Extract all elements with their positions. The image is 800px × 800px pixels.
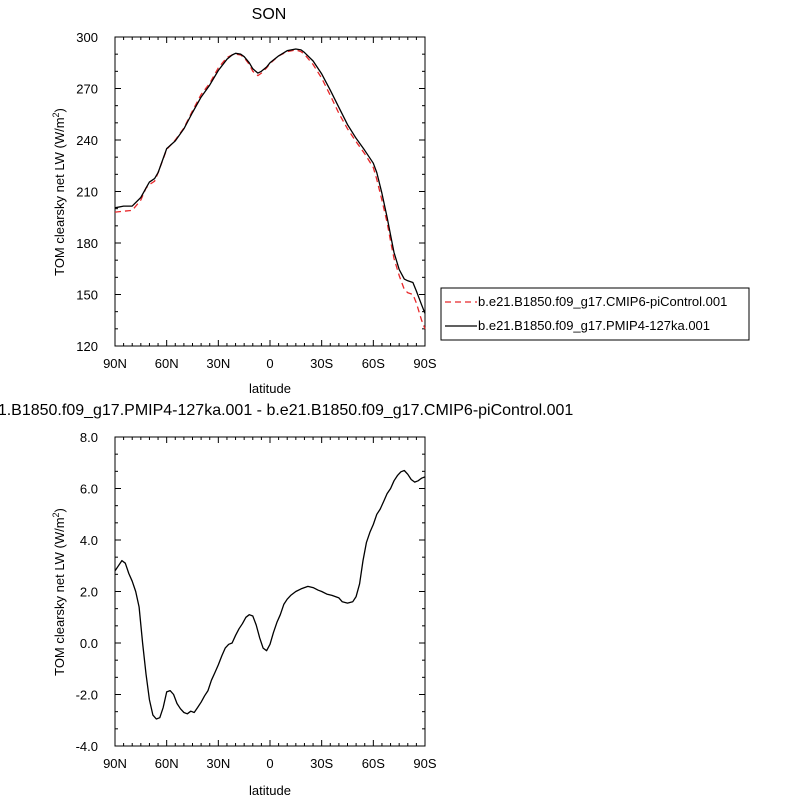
legend-label-picontrol: b.e21.B1850.f09_g17.CMIP6-piControl.001 [478,294,727,309]
y-tick-label: 120 [76,339,98,354]
y-tick-label: 300 [76,30,98,45]
bottom-plot-frame [114,436,426,747]
x-tick-label: 0 [266,356,273,371]
y-tick-label: 4.0 [80,533,98,548]
y-tick-label: 240 [76,133,98,148]
y-tick-label: 150 [76,288,98,303]
bottom-panel: b.e21.B1850.f09_g17.PMIP4-127ka.001 - b.… [0,402,573,798]
top-axis-ticks: 90N 60N 30N 0 30S 60S 90S 120 150 180 210 240 270 300 [76,30,437,371]
bottom-panel-title: b.e21.B1850.f09_g17.PMIP4-127ka.001 - b.… [0,402,573,419]
top-plot-frame [114,36,426,347]
series-line-1-0 [114,469,426,720]
x-tick-label: 90N [103,756,127,771]
x-tick-label: 30S [310,356,333,371]
x-tick-label: 60N [155,356,179,371]
y-tick-label: 8.0 [80,430,98,445]
x-tick-label: 30N [206,756,230,771]
y-tick-label: -4.0 [76,739,98,754]
series-line-0-0 [114,49,426,330]
top-panel-title: SON [252,6,287,23]
legend-box [440,287,750,341]
y-tick-label: 180 [76,236,98,251]
y-tick-label: 210 [76,185,98,200]
x-tick-label: 0 [266,756,273,771]
top-x-axis-label: latitude [249,381,291,396]
y-tick-label: -2.0 [76,688,98,703]
x-tick-label: 90S [413,356,436,371]
y-tick-label: 2.0 [80,585,98,600]
bottom-x-axis-label: latitude [249,783,291,798]
x-tick-label: 30N [206,356,230,371]
series-line-0-1 [114,48,426,314]
x-tick-label: 60S [362,756,385,771]
x-tick-label: 30S [310,756,333,771]
top-panel: SON 90N 60N 30N 0 30S 60S 90S 120 150 180 210 240 27… [51,6,750,396]
x-tick-label: 90N [103,356,127,371]
x-tick-label: 60S [362,356,385,371]
y-tick-label: 0.0 [80,636,98,651]
top-series-group [114,48,426,330]
top-y-axis-label: TOM clearsky net LW (W/m2) [51,108,67,276]
bottom-y-axis-label: TOM clearsky net LW (W/m2) [51,508,67,676]
y-tick-label: 270 [76,82,98,97]
y-tick-label: 6.0 [80,482,98,497]
x-tick-label: 90S [413,756,436,771]
x-tick-label: 60N [155,756,179,771]
legend: b.e21.B1850.f09_g17.CMIP6-piControl.001 … [440,287,750,341]
legend-label-127ka: b.e21.B1850.f09_g17.PMIP4-127ka.001 [478,318,710,333]
bottom-axis-ticks: 90N 60N 30N 0 30S 60S 90S -4.0 -2.0 0.0 2.0 4.0 6.0 8… [76,430,437,771]
bottom-series-group [114,469,426,720]
